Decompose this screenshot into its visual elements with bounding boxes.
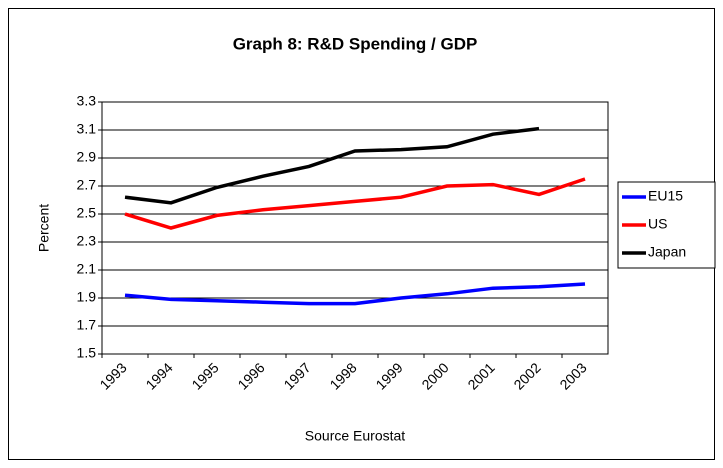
line-series [124, 126, 540, 205]
plot-frame [101, 101, 609, 355]
y-tick-label: 3.1 [77, 121, 97, 137]
legend-label: US [648, 216, 667, 232]
y-tick-label: 1.5 [77, 345, 97, 361]
chart-frame [8, 8, 715, 460]
x-axis-label: Source Eurostat [305, 428, 405, 444]
legend-label: Japan [648, 244, 686, 260]
y-tick-label: 1.7 [77, 317, 97, 333]
legend-label: EU15 [648, 188, 683, 204]
line-series [124, 282, 586, 306]
y-tick-label: 2.3 [77, 233, 97, 249]
y-tick-label: 2.9 [77, 149, 97, 165]
line-series [124, 177, 586, 230]
y-tick-label: 2.1 [77, 261, 97, 277]
y-tick-label: 3.3 [77, 93, 97, 109]
y-tick-label: 1.9 [77, 289, 97, 305]
y-tick-label: 2.5 [77, 205, 97, 221]
chart-title: Graph 8: R&D Spending / GDP [233, 34, 478, 53]
y-axis-label: Percent [36, 204, 52, 252]
y-tick-label: 2.7 [77, 177, 97, 193]
